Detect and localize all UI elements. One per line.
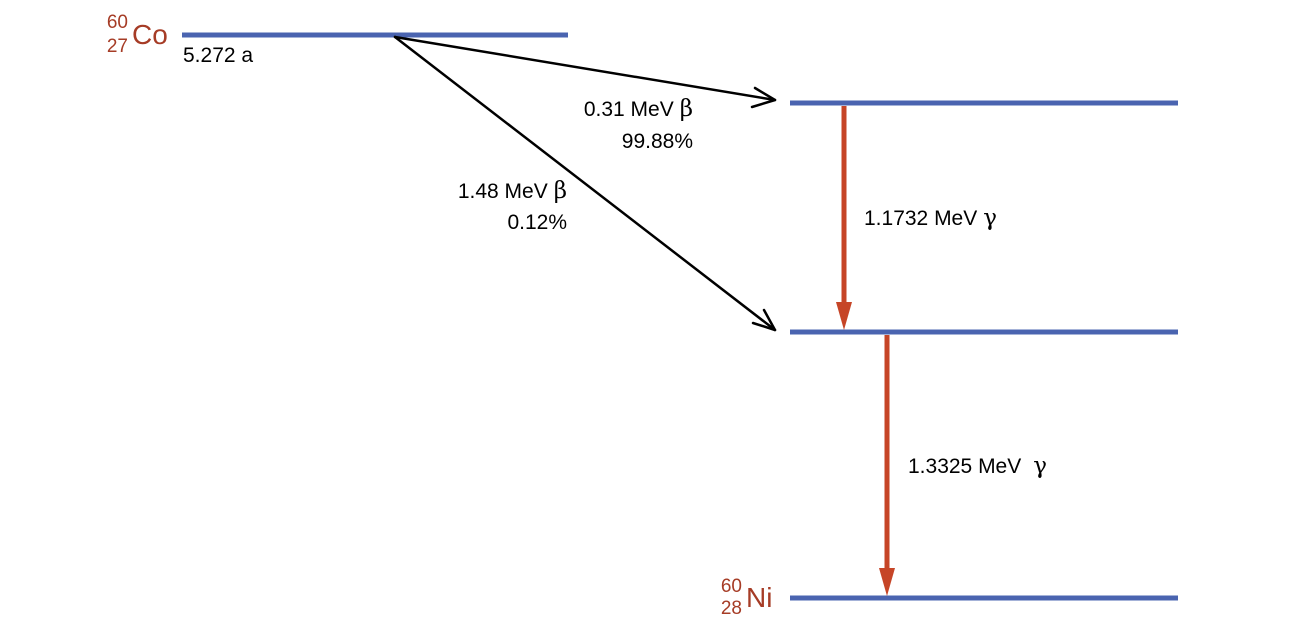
beta-arrow-minor bbox=[393, 35, 777, 332]
parent-atomic-number: 27 bbox=[107, 36, 128, 57]
gamma2-symbol: γ bbox=[1033, 453, 1047, 479]
beta2-branch: 0.12% bbox=[507, 211, 567, 234]
gamma-arrow-1 bbox=[836, 106, 852, 330]
beta-arrow-main bbox=[393, 35, 777, 109]
beta1-branch: 99.88% bbox=[622, 130, 693, 153]
parent-symbol: Co bbox=[132, 19, 168, 50]
beta2-symbol: β bbox=[554, 178, 567, 204]
parent-mass-number: 60 bbox=[107, 12, 128, 33]
gamma-arrow-2 bbox=[879, 335, 895, 596]
gamma1-symbol: γ bbox=[983, 205, 997, 231]
beta1-label: 0.31 MeV β bbox=[584, 96, 693, 122]
daughter-nuclide-label: 60 28 Ni bbox=[721, 576, 773, 619]
daughter-atomic-number: 28 bbox=[721, 598, 742, 619]
daughter-symbol: Ni bbox=[746, 582, 772, 613]
gamma1-energy: 1.1732 MeV bbox=[864, 207, 977, 230]
gamma1-label: 1.1732 MeV γ bbox=[864, 205, 997, 231]
gamma2-energy: 1.3325 MeV bbox=[908, 455, 1021, 478]
parent-half-life: 5.272 a bbox=[183, 44, 253, 67]
beta2-energy: 1.48 MeV bbox=[458, 180, 548, 203]
beta1-energy: 0.31 MeV bbox=[584, 98, 674, 121]
beta2-label: 1.48 MeV β bbox=[458, 178, 567, 204]
parent-nuclide-label: 60 27 Co bbox=[107, 12, 168, 57]
daughter-mass-number: 60 bbox=[721, 576, 742, 597]
beta1-symbol: β bbox=[680, 96, 693, 122]
gamma2-label: 1.3325 MeV γ bbox=[908, 453, 1047, 479]
